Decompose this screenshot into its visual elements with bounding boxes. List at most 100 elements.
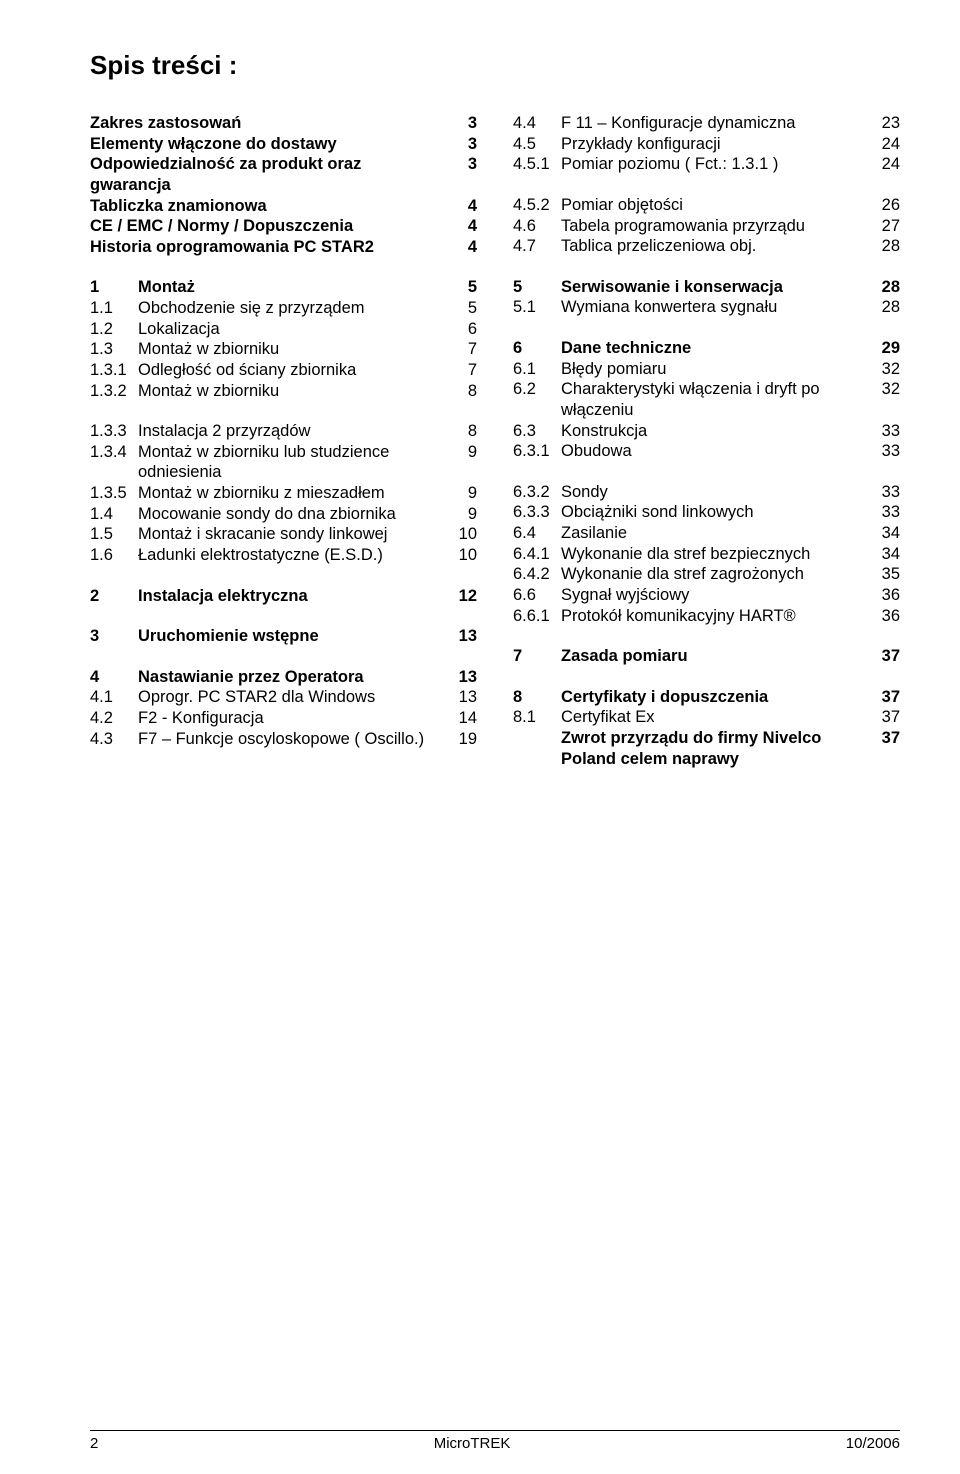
toc-text: Nastawianie przez Operatora bbox=[138, 667, 441, 688]
toc-number: 4.4 bbox=[513, 113, 561, 134]
spacer bbox=[513, 667, 900, 687]
toc-row: 3Uruchomienie wstępne13 bbox=[90, 626, 477, 647]
spacer bbox=[513, 175, 900, 195]
toc-row: Elementy włączone do dostawy3 bbox=[90, 134, 477, 155]
toc-page: 28 bbox=[864, 297, 900, 318]
toc-page: 29 bbox=[864, 338, 900, 359]
toc-page: 12 bbox=[441, 586, 477, 607]
toc-text: Tabela programowania przyrządu bbox=[561, 216, 864, 237]
toc-number: 1.3.3 bbox=[90, 421, 138, 442]
toc-page: 35 bbox=[864, 564, 900, 585]
toc-row: 1.1Obchodzenie się z przyrządem5 bbox=[90, 298, 477, 319]
toc-row: 4.5.2Pomiar objętości26 bbox=[513, 195, 900, 216]
spacer bbox=[90, 566, 477, 586]
toc-page: 9 bbox=[441, 504, 477, 525]
toc-row: 4.6Tabela programowania przyrządu27 bbox=[513, 216, 900, 237]
toc-text: Montaż w zbiorniku z mieszadłem bbox=[138, 483, 441, 504]
toc-page: 13 bbox=[441, 667, 477, 688]
footer-row: 2 MicroTREK 10/2006 bbox=[90, 1435, 900, 1452]
toc-page: 7 bbox=[441, 339, 477, 360]
toc-row: 6.6.1Protokół komunikacyjny HART®36 bbox=[513, 606, 900, 627]
toc-number: 6.6 bbox=[513, 585, 561, 606]
toc-page: 8 bbox=[441, 381, 477, 402]
toc-page: 6 bbox=[441, 319, 477, 340]
toc-text: Oprogr. PC STAR2 dla Windows bbox=[138, 687, 441, 708]
toc-number: 6.4.1 bbox=[513, 544, 561, 565]
toc-row: 4.7Tablica przeliczeniowa obj.28 bbox=[513, 236, 900, 257]
toc-row: 8Certyfikaty i dopuszczenia37 bbox=[513, 687, 900, 708]
toc-row: 4.1Oprogr. PC STAR2 dla Windows13 bbox=[90, 687, 477, 708]
spacer bbox=[513, 318, 900, 338]
toc-row: 1.4Mocowanie sondy do dna zbiornika9 bbox=[90, 504, 477, 525]
toc-number: 4.1 bbox=[90, 687, 138, 708]
toc-row: 5.1Wymiana konwertera sygnału28 bbox=[513, 297, 900, 318]
toc-text: Sygnał wyjściowy bbox=[561, 585, 864, 606]
toc-row: 6.3.3Obciążniki sond linkowych33 bbox=[513, 502, 900, 523]
toc-page: 7 bbox=[441, 360, 477, 381]
toc-page: 33 bbox=[864, 482, 900, 503]
toc-row: 8.1Certyfikat Ex37 bbox=[513, 707, 900, 728]
toc-number: 1.3.2 bbox=[90, 381, 138, 402]
toc-row: 2Instalacja elektryczna12 bbox=[90, 586, 477, 607]
toc-number: 2 bbox=[90, 586, 138, 607]
toc-page: 3 bbox=[441, 134, 477, 155]
toc-text: Sondy bbox=[561, 482, 864, 503]
toc-row: Zwrot przyrządu do firmy Nivelco Poland … bbox=[513, 728, 900, 769]
page-title: Spis treści : bbox=[90, 50, 900, 81]
toc-text: Zwrot przyrządu do firmy Nivelco Poland … bbox=[561, 728, 864, 769]
toc-row: 5Serwisowanie i konserwacja28 bbox=[513, 277, 900, 298]
toc-text: Przykłady konfiguracji bbox=[561, 134, 864, 155]
toc-page: 33 bbox=[864, 502, 900, 523]
spacer bbox=[90, 401, 477, 421]
toc-number: 4.3 bbox=[90, 729, 138, 750]
toc-number: 7 bbox=[513, 646, 561, 667]
toc-row: 1.3.1Odległość od ściany zbiornika7 bbox=[90, 360, 477, 381]
toc-text: Wykonanie dla stref zagrożonych bbox=[561, 564, 864, 585]
toc-number: 4.2 bbox=[90, 708, 138, 729]
toc-text: Błędy pomiaru bbox=[561, 359, 864, 380]
toc-text: Certyfikat Ex bbox=[561, 707, 864, 728]
toc-text: Mocowanie sondy do dna zbiornika bbox=[138, 504, 441, 525]
toc-page: 37 bbox=[864, 728, 900, 749]
toc-page: 33 bbox=[864, 441, 900, 462]
toc-page: 37 bbox=[864, 687, 900, 708]
toc-text: Serwisowanie i konserwacja bbox=[561, 277, 864, 298]
toc-text: Zasada pomiaru bbox=[561, 646, 864, 667]
toc-row: 4.5.1Pomiar poziomu ( Fct.: 1.3.1 )24 bbox=[513, 154, 900, 175]
toc-text: Charakterystyki włączenia i dryft po włą… bbox=[561, 379, 864, 420]
toc-page: 28 bbox=[864, 277, 900, 298]
toc-number: 6.4 bbox=[513, 523, 561, 544]
toc-row: 6Dane techniczne29 bbox=[513, 338, 900, 359]
toc-number: 6.1 bbox=[513, 359, 561, 380]
toc-page: 24 bbox=[864, 154, 900, 175]
toc-page: 5 bbox=[441, 298, 477, 319]
toc-page: 9 bbox=[441, 483, 477, 504]
toc-row: 1.3.4Montaż w zbiorniku lub studzience o… bbox=[90, 442, 477, 483]
toc-row: 6.6Sygnał wyjściowy36 bbox=[513, 585, 900, 606]
toc-number: 4.5.1 bbox=[513, 154, 561, 175]
toc-page: 4 bbox=[441, 237, 477, 258]
toc-text: Obchodzenie się z przyrządem bbox=[138, 298, 441, 319]
toc-page: 24 bbox=[864, 134, 900, 155]
toc-row: Zakres zastosowań3 bbox=[90, 113, 477, 134]
toc-number: 6.3.2 bbox=[513, 482, 561, 503]
toc-row: 6.2Charakterystyki włączenia i dryft po … bbox=[513, 379, 900, 420]
toc-text: Uruchomienie wstępne bbox=[138, 626, 441, 647]
toc-number: 4.5 bbox=[513, 134, 561, 155]
toc-number: 6.3.1 bbox=[513, 441, 561, 462]
toc-row: 1Montaż5 bbox=[90, 277, 477, 298]
footer-date: 10/2006 bbox=[846, 1435, 900, 1452]
toc-number: 1.3 bbox=[90, 339, 138, 360]
toc-page: 36 bbox=[864, 606, 900, 627]
toc-number: 8.1 bbox=[513, 707, 561, 728]
toc-page: 19 bbox=[441, 729, 477, 750]
toc-number: 5.1 bbox=[513, 297, 561, 318]
toc-row: CE / EMC / Normy / Dopuszczenia4 bbox=[90, 216, 477, 237]
toc-row: Odpowiedzialność za produkt oraz gwaranc… bbox=[90, 154, 477, 195]
spacer bbox=[513, 462, 900, 482]
toc-number: 5 bbox=[513, 277, 561, 298]
toc-text: Odpowiedzialność za produkt oraz gwaranc… bbox=[90, 154, 441, 195]
toc-text: CE / EMC / Normy / Dopuszczenia bbox=[90, 216, 441, 237]
toc-page: 26 bbox=[864, 195, 900, 216]
left-column: Zakres zastosowań3Elementy włączone do d… bbox=[90, 113, 477, 769]
